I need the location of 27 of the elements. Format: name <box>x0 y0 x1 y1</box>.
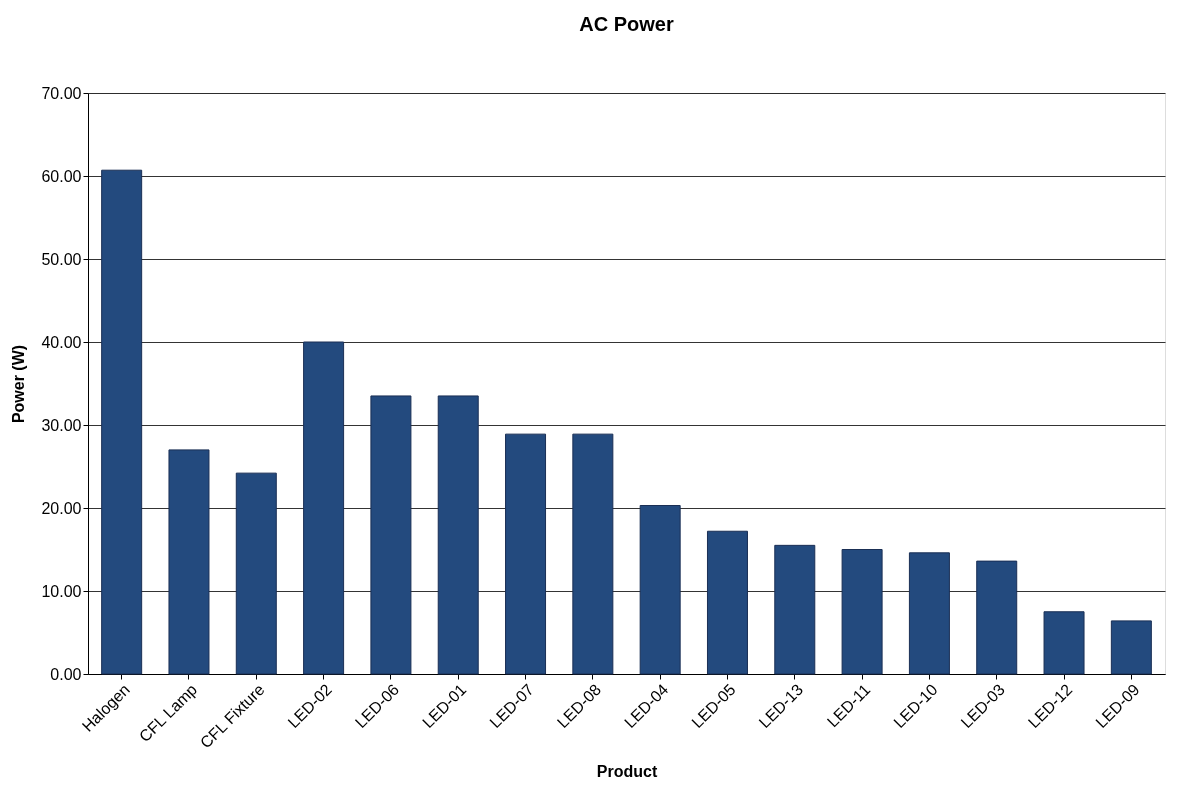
y-tick-label: 10.00 <box>41 582 82 600</box>
y-tick-label: 50.00 <box>41 250 82 268</box>
bar <box>706 530 748 675</box>
bar <box>639 505 681 675</box>
y-tick-label: 0.00 <box>50 665 82 683</box>
bar <box>841 549 883 675</box>
bar <box>101 169 143 675</box>
y-tick-label: 70.00 <box>41 84 82 102</box>
bar <box>370 395 412 675</box>
y-tick-label: 20.00 <box>41 499 82 517</box>
bar <box>168 449 210 675</box>
y-tick-label: 60.00 <box>41 167 82 185</box>
bar <box>235 472 277 675</box>
x-axis-title: Product <box>596 762 658 780</box>
bar <box>774 544 816 675</box>
y-tick-label: 40.00 <box>41 333 82 351</box>
y-tick-label: 30.00 <box>41 416 82 434</box>
y-axis-title: Power (W) <box>10 344 28 424</box>
bar <box>908 552 950 675</box>
bar <box>303 341 345 675</box>
bar <box>505 433 547 675</box>
bar <box>437 395 479 675</box>
bar <box>1043 611 1085 675</box>
bar <box>976 560 1018 675</box>
bar <box>1110 620 1152 675</box>
bar <box>572 433 614 675</box>
chart-title: AC Power <box>579 13 674 35</box>
